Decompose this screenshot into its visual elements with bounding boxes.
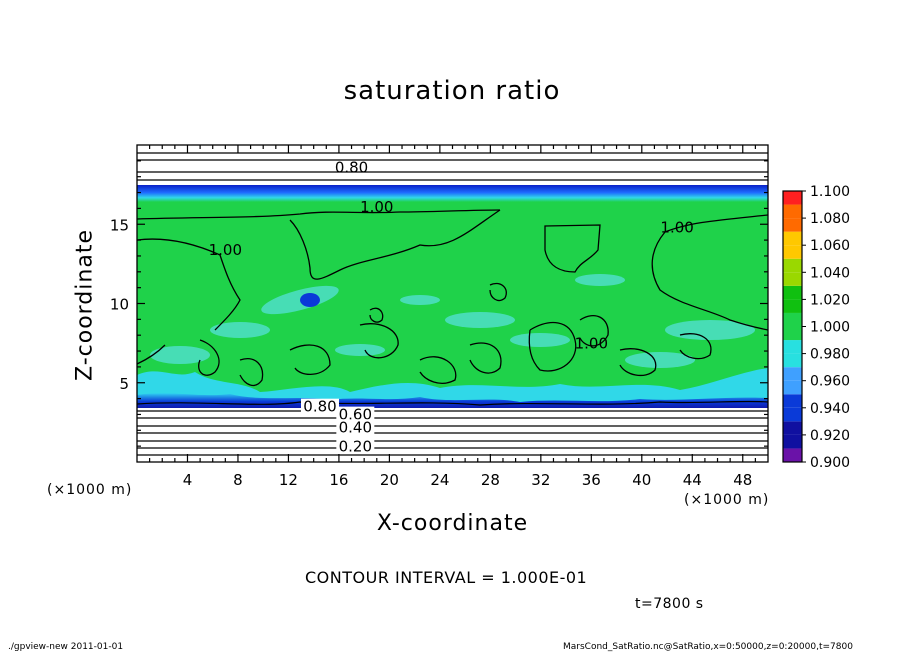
x-tick-label: 4 bbox=[183, 471, 193, 489]
contour-labels: 0.801.001.001.001.000.80 0.600.400.20 bbox=[209, 158, 694, 455]
upper-contour-lines bbox=[137, 152, 768, 181]
contour-label: 1.00 bbox=[575, 334, 608, 352]
saturated-region bbox=[137, 186, 768, 406]
colorbar-label: 1.000 bbox=[810, 320, 850, 336]
colorbar-label: 1.100 bbox=[810, 184, 850, 200]
colorbar-swatch bbox=[783, 191, 802, 205]
x-tick-label: 8 bbox=[233, 471, 243, 489]
x-tick-label: 20 bbox=[380, 471, 399, 489]
colorbar-swatch bbox=[783, 407, 802, 422]
x-unit-label: (×1000 m) bbox=[684, 492, 770, 508]
contour-label: 0.20 bbox=[339, 437, 372, 455]
contour-label: 0.80 bbox=[303, 398, 336, 416]
x-tick-label: 32 bbox=[531, 471, 550, 489]
colorbar-swatch bbox=[783, 367, 802, 381]
low-contour-lines bbox=[137, 400, 768, 456]
footer-source: MarsCond_SatRatio.nc@SatRatio,x=0:50000,… bbox=[563, 642, 853, 652]
time-label: t=7800 s bbox=[635, 596, 704, 612]
colorbar-label: 0.920 bbox=[810, 428, 850, 444]
colorbar-label: 0.900 bbox=[810, 455, 850, 471]
colorbar-swatch bbox=[783, 434, 802, 449]
colorbar-swatch bbox=[783, 353, 802, 368]
contour-label-bg bbox=[336, 419, 375, 435]
x-tick-label: 36 bbox=[582, 471, 601, 489]
colorbar-swatch bbox=[783, 380, 802, 395]
y-tick-label: 5 bbox=[119, 375, 129, 393]
colorbar-swatch bbox=[783, 421, 802, 435]
colorbar-swatch bbox=[783, 204, 802, 219]
colorbar-swatch bbox=[783, 231, 802, 246]
contour-label-bg bbox=[336, 406, 375, 422]
colorbar-label: 0.960 bbox=[810, 374, 850, 390]
y-axis-label: Z-coordinate bbox=[72, 229, 98, 381]
contour-label: 1.00 bbox=[660, 219, 693, 237]
colorbar-swatch bbox=[783, 258, 802, 273]
colorbar-label: 1.080 bbox=[810, 211, 850, 227]
x-tick-label: 12 bbox=[279, 471, 298, 489]
contour-label: 0.80 bbox=[335, 158, 368, 176]
upper-dry-boundary-band bbox=[137, 185, 768, 202]
colorbar-swatch bbox=[783, 326, 802, 341]
colorbar-swatch bbox=[783, 245, 802, 259]
x-tick-label: 24 bbox=[430, 471, 449, 489]
colorbar-label: 0.980 bbox=[810, 347, 850, 363]
contour-label-bg bbox=[336, 438, 375, 454]
colorbar-swatch bbox=[783, 285, 802, 300]
dry-pocket bbox=[300, 293, 320, 307]
colorbar-swatch bbox=[783, 340, 802, 354]
x-axis-label: X-coordinate bbox=[376, 511, 529, 536]
unity-contour-lines bbox=[137, 209, 768, 387]
x-tick-label: 48 bbox=[733, 471, 752, 489]
low-subsaturated-layer bbox=[137, 408, 768, 462]
field-layer bbox=[137, 145, 768, 462]
z-unit-label: (×1000 m) bbox=[47, 482, 133, 498]
colorbar-labels: 0.900 0.920 0.940 0.960 0.980 1.000 1.020 1.040… bbox=[802, 184, 850, 471]
contour-interval-text: CONTOUR INTERVAL = 1.000E-01 bbox=[305, 568, 588, 587]
colorbar-swatch bbox=[783, 448, 802, 462]
low-dry-band bbox=[137, 393, 768, 410]
colorbar-swatch bbox=[783, 218, 802, 232]
x-tick-marks bbox=[149, 145, 756, 462]
chart-title: saturation ratio bbox=[343, 76, 561, 106]
colorbar-swatch bbox=[783, 394, 802, 408]
contour-label: 0.40 bbox=[339, 418, 372, 436]
x-tick-label: 44 bbox=[683, 471, 702, 489]
colorbar-label: 1.020 bbox=[810, 292, 850, 308]
x-tick-label: 16 bbox=[329, 471, 348, 489]
colorbar bbox=[782, 190, 803, 463]
y-tick-label: 10 bbox=[110, 296, 129, 314]
contour-label: 1.00 bbox=[209, 241, 242, 259]
turbulence-patches bbox=[150, 274, 755, 368]
footer-command: ./gpview-new 2011-01-01 bbox=[8, 642, 124, 652]
colorbar-label: 1.060 bbox=[810, 238, 850, 254]
low-cyan-band bbox=[137, 368, 768, 405]
contour-label-bg bbox=[300, 398, 339, 414]
colorbar-label: 1.040 bbox=[810, 265, 850, 281]
y-tick-labels: 5 10 15 bbox=[110, 216, 129, 393]
y-tick-marks bbox=[137, 160, 768, 447]
colorbar-swatch bbox=[783, 312, 802, 327]
x-tick-label: 40 bbox=[632, 471, 651, 489]
y-tick-label: 15 bbox=[110, 216, 129, 234]
contour-label: 1.00 bbox=[360, 198, 393, 216]
colorbar-swatch bbox=[783, 272, 802, 286]
contour-label: 0.60 bbox=[339, 406, 372, 424]
colorbar-swatch bbox=[783, 299, 802, 313]
x-tick-label: 28 bbox=[481, 471, 500, 489]
colorbar-label: 0.940 bbox=[810, 401, 850, 417]
x-tick-labels: 4 8 12 16 20 24 28 32 36 40 44 48 bbox=[183, 471, 753, 489]
